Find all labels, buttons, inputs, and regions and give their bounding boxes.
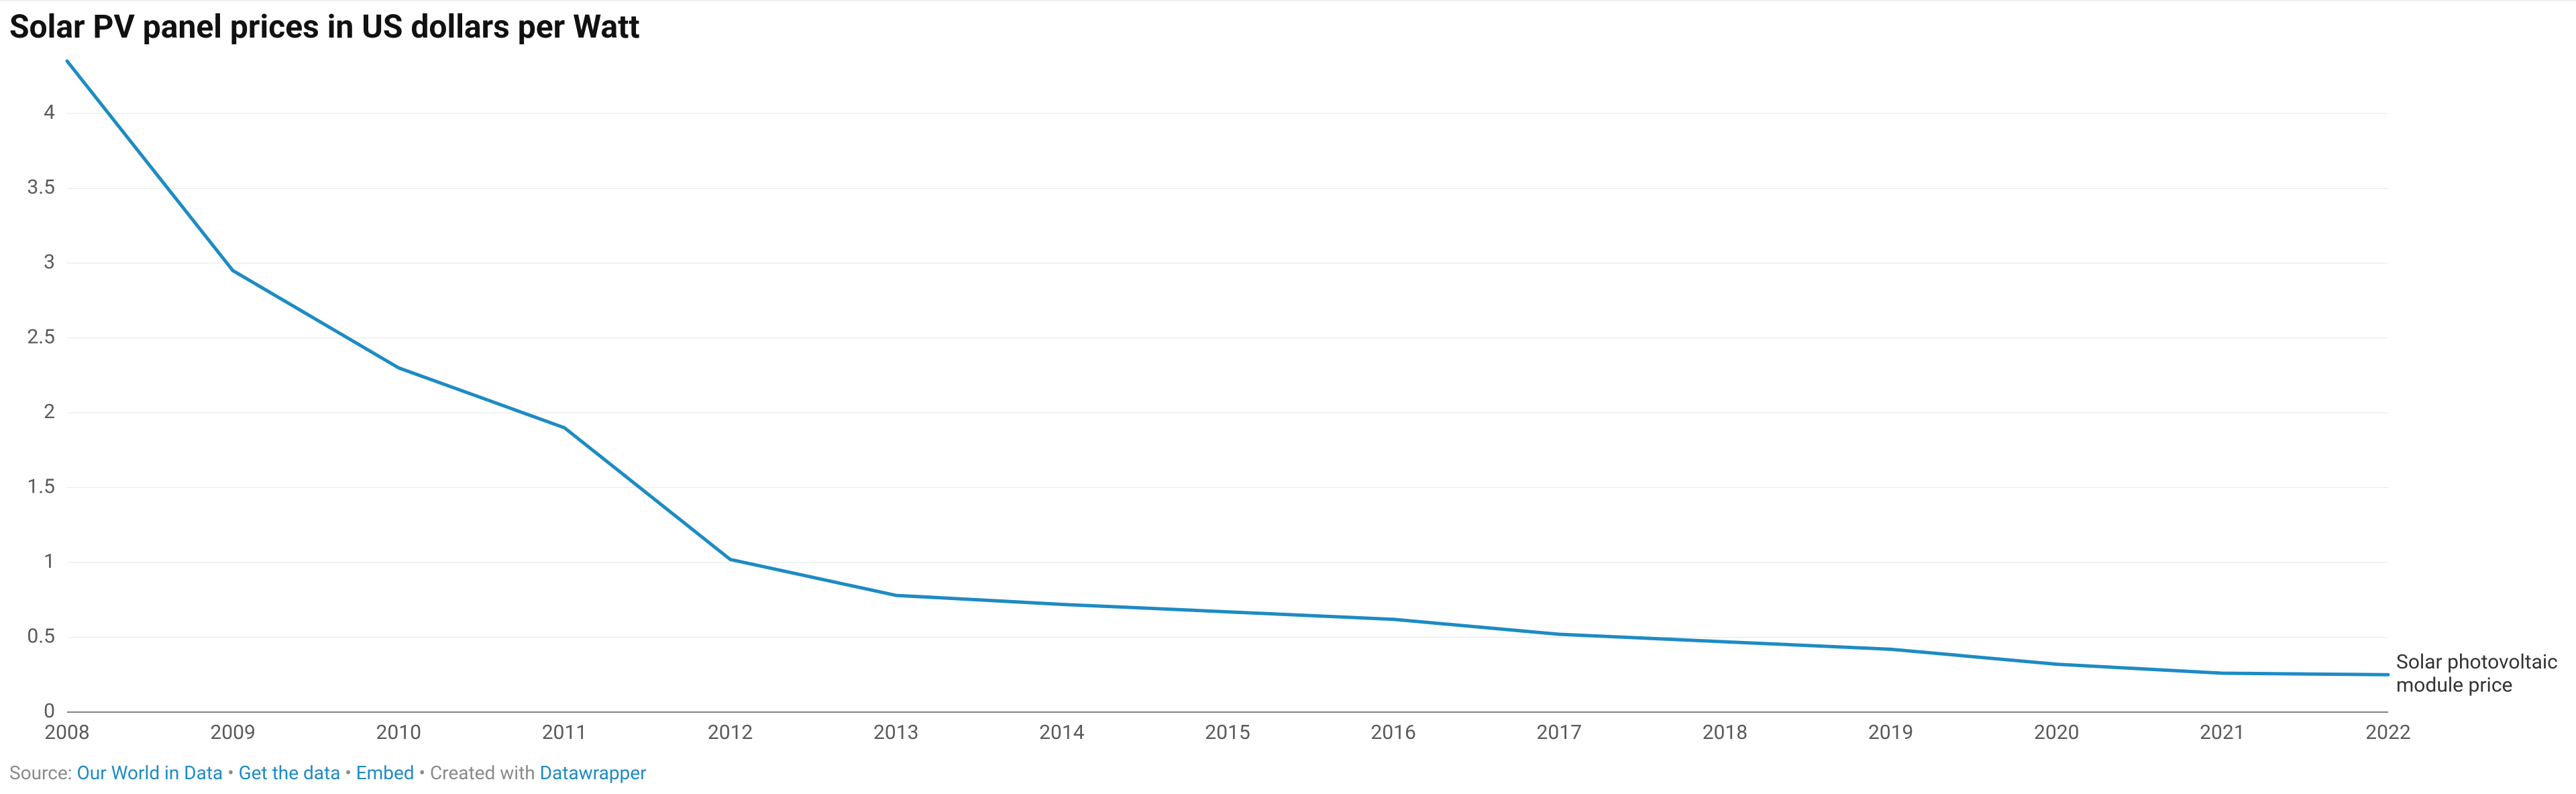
y-tick-label: 1.5 — [27, 475, 55, 498]
footer-separator: • — [415, 762, 430, 784]
series-label: Solar photovoltaicmodule price — [2396, 650, 2558, 697]
footer-separator: • — [223, 762, 238, 784]
chart-footer: Source: Our World in Data • Get the data… — [9, 762, 647, 784]
x-tick-label: 2010 — [376, 721, 421, 744]
y-tick-label: 2 — [44, 400, 55, 424]
series-line — [67, 61, 2388, 675]
x-tick-label: 2011 — [542, 721, 587, 744]
x-tick-label: 2017 — [1537, 721, 1582, 744]
x-tick-label: 2018 — [1703, 721, 1748, 744]
y-tick-label: 2.5 — [27, 325, 55, 348]
footer-link[interactable]: Embed — [356, 762, 415, 784]
x-tick-label: 2022 — [2365, 721, 2410, 744]
line-chart: 0 0.5 1 1.5 2 2.5 3 3.5 4 2008 2009 2010 2011 2012 201… — [0, 1, 2576, 794]
y-axis: 0 0.5 1 1.5 2 2.5 3 3.5 4 — [27, 101, 55, 723]
y-tick-label: 0 — [44, 699, 55, 723]
x-tick-label: 2016 — [1371, 721, 1415, 744]
x-tick-label: 2015 — [1205, 721, 1250, 744]
x-tick-label: 2013 — [873, 721, 918, 744]
footer-datawrapper-link[interactable]: Datawrapper — [540, 762, 647, 784]
footer-link[interactable]: Our World in Data — [77, 762, 223, 784]
series-label-line: module price — [2396, 673, 2512, 697]
footer-separator: • — [340, 762, 356, 784]
series-label-line: Solar photovoltaic — [2396, 650, 2558, 674]
x-tick-label: 2019 — [1868, 721, 1913, 744]
x-tick-label: 2008 — [44, 721, 89, 744]
y-tick-label: 3.5 — [27, 175, 55, 199]
footer-source-prefix: Source: — [9, 762, 77, 784]
y-tick-label: 4 — [44, 101, 55, 124]
y-tick-label: 0.5 — [27, 624, 55, 648]
y-tick-label: 3 — [44, 250, 55, 274]
footer-created-with: Created with — [430, 762, 540, 784]
x-tick-label: 2020 — [2034, 721, 2079, 744]
gridlines — [67, 113, 2388, 712]
y-tick-label: 1 — [44, 550, 55, 573]
chart-container: Solar PV panel prices in US dollars per … — [0, 0, 2576, 793]
x-tick-label: 2014 — [1039, 721, 1085, 744]
x-tick-label: 2009 — [210, 721, 255, 744]
x-tick-label: 2021 — [2200, 721, 2245, 744]
x-tick-label: 2012 — [708, 721, 753, 744]
x-axis: 2008 2009 2010 2011 2012 2013 2014 2015 2016 2017… — [44, 721, 2410, 744]
footer-link[interactable]: Get the data — [239, 762, 341, 784]
